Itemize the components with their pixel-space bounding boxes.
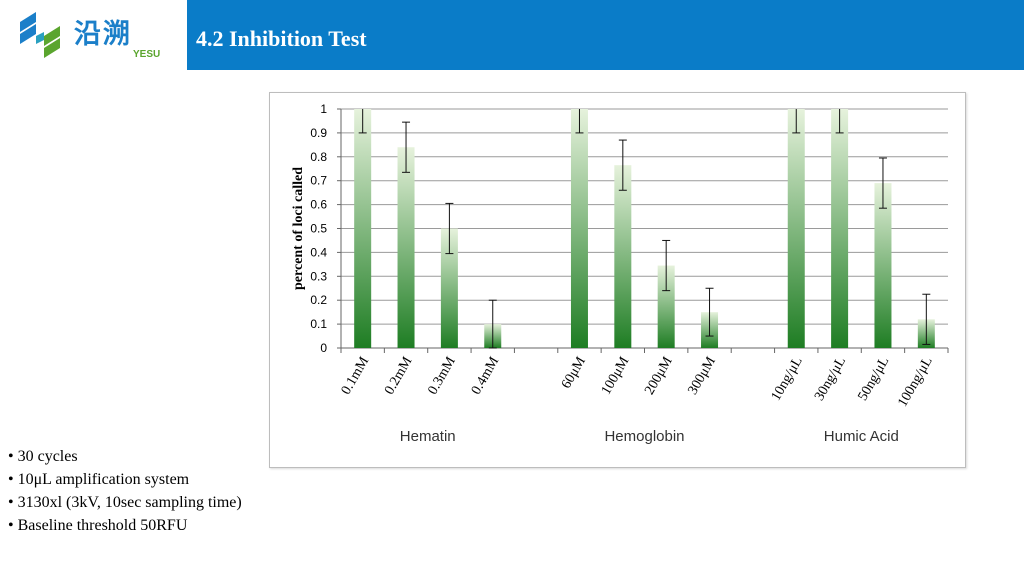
logo-english-text: YESU	[133, 49, 161, 60]
y-tick-label: 0.1	[310, 317, 327, 331]
header-bar: 沿溯 YESU 4.2 Inhibition Test	[0, 0, 1024, 70]
x-tick-label: 30ng/μL	[812, 355, 849, 404]
bar	[397, 147, 415, 348]
x-tick-label: 0.1mM	[339, 354, 373, 397]
y-tick-label: 0.8	[310, 150, 327, 164]
y-tick-label: 0	[320, 341, 327, 355]
bullet-item: • Baseline threshold 50RFU	[8, 517, 188, 534]
group-label: Humic Acid	[824, 428, 899, 445]
x-tick-label: 0.4mM	[469, 354, 503, 397]
y-tick-label: 0.6	[310, 198, 327, 212]
y-tick-label: 1	[320, 102, 327, 116]
y-tick-label: 0.2	[310, 293, 327, 307]
y-tick-label: 0.4	[310, 245, 327, 259]
x-tick-label: 0.2mM	[382, 354, 416, 397]
bar	[831, 109, 849, 348]
bar-chart: 0 0.1 0.2 0.3 0.4 0.5 0.6 0.7 0.8 0.9 1 percent of …	[291, 102, 949, 445]
y-tick-label: 0.7	[310, 174, 327, 188]
page-title: 4.2 Inhibition Test	[196, 26, 367, 51]
bullet-item: • 10μL amplification system	[8, 471, 190, 488]
x-tick-label: 100μM	[599, 354, 633, 397]
x-tick-label: 50ng/μL	[855, 355, 892, 404]
logo-icon	[20, 12, 60, 58]
logo-chinese-text: 沿溯	[74, 19, 132, 50]
bar	[874, 183, 892, 348]
bullet-list: • 30 cycles • 10μL amplification system …	[8, 445, 242, 537]
bar	[787, 109, 805, 348]
bar	[614, 165, 632, 348]
bar	[570, 109, 588, 348]
chart-container: 0 0.1 0.2 0.3 0.4 0.5 0.6 0.7 0.8 0.9 1 percent of …	[269, 92, 966, 468]
bar	[440, 228, 458, 348]
x-tick-label: 0.3mM	[425, 354, 459, 397]
group-label: Hemoglobin	[604, 428, 684, 445]
x-tick-label: 60μM	[559, 354, 589, 391]
y-tick-label: 0.3	[310, 269, 327, 283]
y-tick-label: 0.9	[310, 126, 327, 140]
bullet-item: • 3130xl (3kV, 10sec sampling time)	[8, 494, 242, 511]
bar	[657, 265, 675, 348]
group-label: Hematin	[400, 428, 456, 445]
bullet-item: • 30 cycles	[8, 448, 78, 465]
y-axis-label: percent of loci called	[291, 167, 306, 290]
x-tick-label: 200μM	[642, 354, 676, 397]
logo: 沿溯 YESU	[0, 0, 187, 70]
y-tick-label: 0.5	[310, 222, 327, 236]
x-tick-label: 300μM	[686, 354, 720, 397]
x-tick-label: 100ng/μL	[895, 355, 935, 410]
bar	[354, 109, 372, 348]
x-tick-label: 10ng/μL	[769, 355, 806, 404]
